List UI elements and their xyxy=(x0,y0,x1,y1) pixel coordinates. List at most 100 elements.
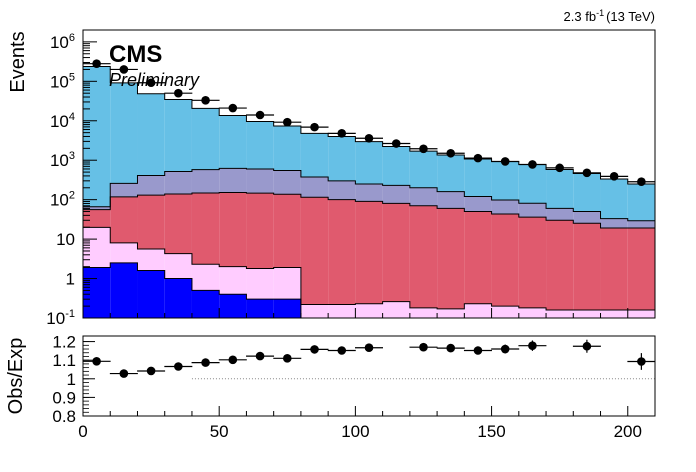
stack-bar-s0-b2 xyxy=(137,270,165,318)
ratio-point-3 xyxy=(174,362,183,371)
ratio-ytick-label-3: 1.1 xyxy=(52,351,76,370)
stack-bar-s2-b5 xyxy=(219,192,247,267)
stack-bar-s4-b7 xyxy=(273,126,301,171)
stack-bar-s2-b12 xyxy=(409,205,438,308)
stack-bar-s3-b1 xyxy=(110,183,138,197)
stack-bar-s2-b16 xyxy=(518,217,547,308)
ratio-point-4 xyxy=(201,358,210,367)
ratio-point-9 xyxy=(337,346,347,355)
observed-point-14 xyxy=(473,153,483,163)
stack-bar-s2-b17 xyxy=(546,220,574,310)
ratio-xtick-label-2: 100 xyxy=(341,422,369,441)
stack-bar-s2-b14 xyxy=(464,211,492,304)
observed-point-2 xyxy=(146,78,156,88)
ratio-point-14 xyxy=(500,344,510,354)
stack-bar-s1-b3 xyxy=(164,253,192,279)
stack-bar-s3-b3 xyxy=(164,171,192,194)
stack-bar-s4-b9 xyxy=(328,136,356,181)
observed-point-8 xyxy=(310,122,319,132)
ratio-y-axis-label: Obs/Exp xyxy=(5,338,27,415)
stack-bar-s4-b8 xyxy=(300,133,329,178)
observed-point-10 xyxy=(364,133,374,143)
observed-point-12 xyxy=(419,144,428,154)
stack-bar-s4-b13 xyxy=(437,154,465,192)
observed-point-13 xyxy=(446,148,456,158)
stack-bar-s3-b20 xyxy=(627,220,655,228)
stack-bar-s4-b18 xyxy=(573,173,601,212)
stack-bar-s2-b9 xyxy=(328,199,356,305)
observed-point-9 xyxy=(337,129,347,138)
ratio-point-15 xyxy=(528,341,537,350)
stack-outline-s1 xyxy=(83,226,655,311)
stack-bar-s1-b12 xyxy=(409,307,438,318)
ratio-xtick-label-1: 50 xyxy=(210,422,229,441)
preliminary-label: Preliminary xyxy=(109,70,200,90)
stack-bar-s2-b19 xyxy=(600,227,628,310)
stack-bar-s3-b6 xyxy=(246,169,274,194)
stack-bar-s1-b18 xyxy=(573,309,601,318)
stack-bar-s4-b14 xyxy=(464,159,492,197)
ratio-point-6 xyxy=(255,351,265,361)
observed-point-5 xyxy=(228,103,238,113)
main-ytick-label-2: 10 xyxy=(56,230,75,249)
observed-data-points xyxy=(82,59,656,187)
stack-bar-s3-b17 xyxy=(546,208,574,221)
stack-bar-s0-b4 xyxy=(191,290,220,318)
observed-point-19 xyxy=(609,172,619,181)
observed-point-7 xyxy=(282,117,292,127)
cms-label: CMS xyxy=(109,41,162,68)
ratio-point-8 xyxy=(310,345,319,354)
stack-bar-s0-b0 xyxy=(83,267,111,318)
main-x-axis-ticks xyxy=(82,308,656,318)
stack-bar-s1-b15 xyxy=(491,306,519,318)
stack-bar-s3-b18 xyxy=(573,211,601,224)
stack-bar-s2-b4 xyxy=(191,193,220,265)
observed-point-11 xyxy=(391,139,401,148)
stack-bar-s1-b7 xyxy=(273,267,301,300)
stack-bar-s2-b20 xyxy=(627,227,655,310)
stack-bar-s3-b0 xyxy=(83,206,111,210)
stack-bar-s1-b17 xyxy=(546,309,574,318)
ratio-point-13 xyxy=(473,346,483,355)
stack-bar-s0-b3 xyxy=(164,278,192,318)
stack-bar-s1-b9 xyxy=(328,304,356,318)
stack-bar-s3-b10 xyxy=(355,183,383,202)
observed-point-15 xyxy=(500,157,510,166)
main-ytick-label-4: 103 xyxy=(50,150,75,170)
stack-bar-s3-b7 xyxy=(273,170,301,195)
ratio-point-0 xyxy=(92,357,101,366)
ratio-point-7 xyxy=(282,354,292,363)
main-ytick-label-5: 104 xyxy=(50,111,75,131)
stack-bar-s3-b16 xyxy=(518,203,547,218)
stack-bar-s3-b19 xyxy=(600,218,628,228)
stack-bar-s3-b15 xyxy=(491,199,519,215)
ratio-frame xyxy=(82,335,656,417)
stack-bar-s4-b16 xyxy=(518,164,547,204)
luminosity-label: 2.3 fb-1 (13 TeV) xyxy=(564,8,655,24)
ratio-point-2 xyxy=(146,366,156,376)
observed-point-0 xyxy=(92,59,101,68)
stack-bar-s1-b4 xyxy=(191,264,220,291)
main-ytick-label-1: 1 xyxy=(66,270,75,289)
observed-point-6 xyxy=(255,110,265,120)
main-histogram-panel: 10-1 1 10 102 103 104 105 106 CMS Preliminary E… xyxy=(7,29,656,328)
observed-point-20 xyxy=(637,177,646,187)
ratio-xtick-label-4: 200 xyxy=(614,422,642,441)
stack-bar-s4-b20 xyxy=(627,184,655,221)
observed-point-3 xyxy=(174,88,183,98)
stack-bar-s4-b1 xyxy=(110,82,138,184)
observed-point-18 xyxy=(582,168,592,178)
stack-bar-s1-b13 xyxy=(437,308,465,318)
stack-bar-s2-b2 xyxy=(137,195,165,250)
main-ytick-label-7: 106 xyxy=(50,32,75,52)
stack-bar-s1-b8 xyxy=(300,304,329,318)
stack-bar-s0-b6 xyxy=(246,299,274,318)
stack-bar-s0-b1 xyxy=(110,262,138,318)
ratio-point-12 xyxy=(446,343,456,353)
stack-bar-s2-b18 xyxy=(573,223,601,310)
stack-bar-s4-b4 xyxy=(191,108,220,170)
stack-bar-s1-b19 xyxy=(600,309,628,318)
stack-bar-s1-b6 xyxy=(246,268,274,300)
stack-bar-s3-b9 xyxy=(328,180,356,200)
